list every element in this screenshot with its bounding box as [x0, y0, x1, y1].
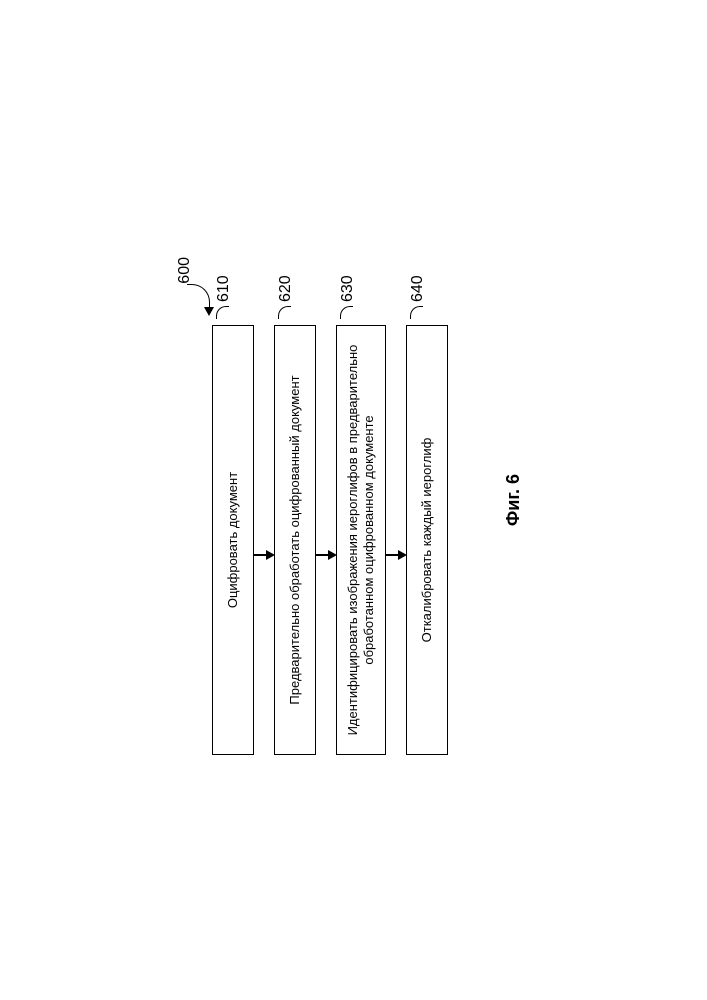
flow-step-row: Идентифицировать изображения иероглифов …: [336, 245, 386, 755]
flow-step-row: Откалибровать каждый иероглиф 640: [406, 245, 448, 755]
flow-step-box: Оцифровать документ: [212, 325, 254, 755]
flow-step-box: Откалибровать каждый иероглиф: [406, 325, 448, 755]
diagram-ref-leader: 600: [184, 255, 214, 316]
arrow-head-icon: [328, 550, 337, 560]
step-ref-number: 630: [339, 275, 357, 302]
step-ref-leader: 640: [405, 275, 427, 319]
step-ref-leader: 620: [273, 275, 295, 319]
canvas: 600 Оцифровать документ 610 Предварительно …: [0, 0, 707, 1000]
step-ref-leader: 630: [335, 275, 357, 319]
step-ref-leader: 610: [211, 275, 233, 319]
arrow-head-icon: [266, 550, 275, 560]
flow-step-text: Идентифицировать изображения иероглифов …: [344, 334, 377, 746]
flow-step-row: Оцифровать документ 610: [212, 245, 254, 755]
step-ref-curve: [409, 306, 422, 319]
leader-curve: [187, 284, 210, 307]
flow-step-text: Откалибровать каждый иероглиф: [418, 438, 434, 643]
flow-step-box: Предварительно обработать оцифрованный д…: [274, 325, 316, 755]
step-ref-curve: [277, 306, 290, 319]
step-ref-curve: [339, 306, 352, 319]
flowchart: 600 Оцифровать документ 610 Предварительно …: [184, 230, 524, 770]
step-ref-number: 620: [277, 275, 295, 302]
rotated-content: 600 Оцифровать документ 610 Предварительно …: [184, 230, 524, 770]
flow-step-text: Оцифровать документ: [224, 472, 240, 608]
flow-step-box: Идентифицировать изображения иероглифов …: [336, 325, 386, 755]
figure-caption: Фиг. 6: [503, 474, 524, 526]
step-ref-number: 640: [409, 275, 427, 302]
step-ref-number: 610: [215, 275, 233, 302]
flow-step-row: Предварительно обработать оцифрованный д…: [274, 245, 316, 755]
step-ref-curve: [215, 306, 228, 319]
flow-arrow: [316, 340, 336, 770]
flow-step-text: Предварительно обработать оцифрованный д…: [286, 375, 302, 704]
diagram-ref-number: 600: [176, 257, 194, 284]
flow-arrow: [386, 340, 406, 770]
arrow-head-icon: [398, 550, 407, 560]
flow-arrow: [254, 340, 274, 770]
